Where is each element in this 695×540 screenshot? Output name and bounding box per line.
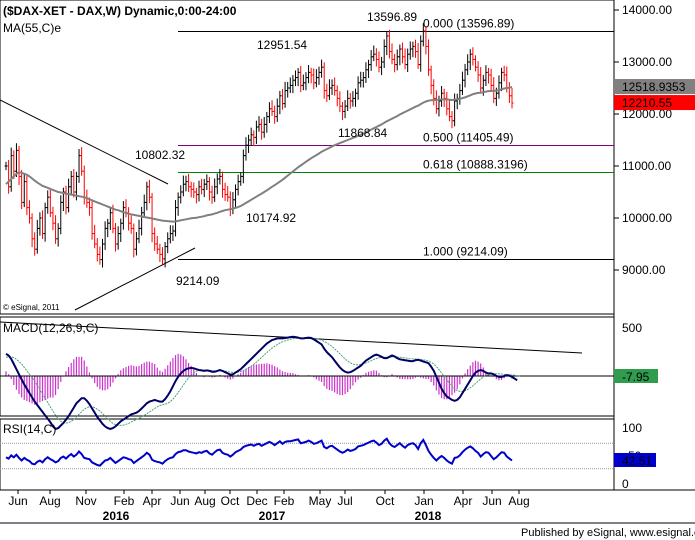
x-month-label: Aug (508, 494, 529, 508)
macd-line (5, 335, 518, 431)
trendline-lower (74, 247, 196, 311)
x-axis: Jun Aug Nov Feb Apr Jun Aug Oct Dec Feb May Jul Oct J… (8, 490, 530, 523)
price-tick-label: 12000.00 (622, 107, 672, 121)
footer-text: Published by eSignal, www.esignal.com (521, 527, 695, 539)
price-badge-label: 12518.9353 (622, 80, 686, 94)
trendlines (0, 99, 196, 311)
rsi-tick-100: 100 (622, 421, 642, 435)
copyright-text: © eSignal, 2011 (3, 303, 60, 312)
x-month-label: Jan (414, 494, 433, 508)
macd-value-badge (614, 369, 658, 383)
fib-label: 0.500 (11405.49) (423, 131, 514, 145)
price-tick-label: 11000.00 (622, 159, 671, 173)
x-month-label: Jun (170, 494, 189, 508)
macd-histogram (5, 353, 513, 405)
rsi-title: RSI(14,C) (3, 422, 56, 436)
x-month-label: Oct (221, 494, 240, 508)
x-year-label: 2018 (415, 509, 442, 523)
x-year-label: 2016 (103, 509, 130, 523)
rsi-panel: RSI(14,C) 100 50 0 42.51 (0, 421, 656, 491)
price-annotation: 13596.89 (367, 10, 417, 24)
x-month-label: Nov (75, 494, 96, 508)
price-badge-label: 12210.55 (622, 96, 672, 110)
fib-label: 1.000 (9214.09) (423, 245, 508, 259)
fib-label: 0.000 (13596.89) (423, 17, 514, 31)
macd-value-label: -7.95 (622, 370, 650, 384)
price-y-axis: 14000.00 13000.00 12000.00 11000.00 10000.00… (614, 3, 672, 277)
x-month-label: Feb (274, 494, 295, 508)
x-month-label: Jul (337, 494, 352, 508)
x-month-label: Apr (454, 494, 473, 508)
ma-label: MA(55,C)e (3, 21, 61, 35)
price-badge (614, 95, 695, 111)
trendline-upper (0, 99, 169, 185)
x-year-label: 2017 (259, 509, 286, 523)
x-month-label: Feb (114, 494, 135, 508)
chart-title: ($DAX-XET - DAX,W) Dynamic,0:00-24:00 (3, 4, 237, 18)
x-month-label: Aug (39, 494, 60, 508)
price-annotation: 11868.84 (338, 126, 387, 140)
price-badge (614, 79, 695, 95)
rsi-line (5, 437, 513, 467)
ma-line (5, 86, 513, 223)
x-month-label: Jun (482, 494, 501, 508)
price-tick-label: 9000.00 (622, 263, 666, 277)
rsi-value-label: 42.51 (622, 454, 652, 468)
macd-title: MACD(12,26,9,C) (3, 321, 98, 335)
rsi-tick-0: 0 (622, 477, 629, 491)
panel-frames (0, 0, 695, 524)
price-panel: 14000.00 13000.00 12000.00 11000.00 10000.00… (0, 3, 695, 312)
price-badges: 12518.9353 12210.55 (614, 79, 695, 111)
x-month-label: Apr (143, 494, 162, 508)
price-annotation: 12951.54 (257, 38, 307, 52)
x-month-label: Dec (246, 494, 267, 508)
price-annotation: 9214.09 (176, 274, 220, 288)
price-tick-label: 13000.00 (622, 55, 672, 69)
x-month-label: Jun (8, 494, 27, 508)
fib-lines: 0.000 (13596.89) 0.500 (11405.49) 0.618 (1… (178, 17, 614, 260)
x-month-label: Aug (194, 494, 215, 508)
price-tick-label: 10000.00 (622, 211, 672, 225)
x-month-label: Oct (376, 494, 395, 508)
macd-panel: MACD(12,26,9,C) 500 -7.95 (0, 321, 658, 431)
price-tick-label: 14000.00 (622, 3, 672, 17)
price-annotation: 10174.92 (246, 211, 296, 225)
rsi-value-badge (614, 453, 656, 467)
x-month-label: May (309, 494, 332, 508)
price-annotation: 10802.32 (135, 148, 185, 162)
fib-label: 0.618 (10888.3196) (423, 158, 528, 172)
macd-tick-500: 500 (622, 321, 642, 335)
price-annotations: 13596.89 12951.54 11868.84 10802.32 10174.92… (135, 10, 417, 288)
